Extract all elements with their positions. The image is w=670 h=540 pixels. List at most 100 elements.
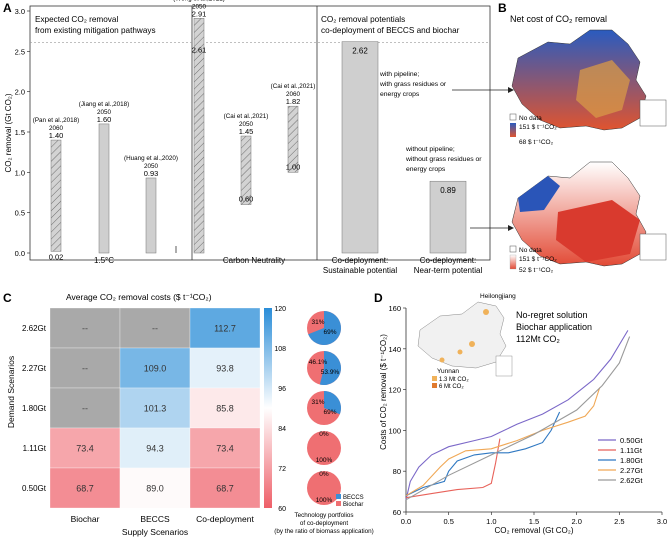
a-bar-high-label: 1.40 (49, 131, 64, 140)
d-xtick-label: 2.5 (614, 517, 624, 526)
a-bar (287, 105, 299, 173)
map-top-inset (639, 99, 667, 127)
inset-china-shape (417, 301, 507, 369)
china-map-top-east (576, 60, 630, 118)
c-pie-label-beccs: 69% (323, 409, 336, 416)
legend-nodata-top: No data (519, 115, 542, 122)
c-cell (119, 467, 191, 509)
c-cbar-tick: 96 (278, 386, 286, 393)
c-cell-value: 101.3 (144, 404, 167, 414)
d-xtick-label: 1.0 (486, 517, 496, 526)
annotation-nopipeline-3: energy crops (406, 166, 446, 173)
a-bar-source: (Cai et al.,2021) (224, 113, 269, 120)
map-with-pipeline: No data 151 $ t⁻¹CO₂ 68 $ t⁻¹CO₂ (509, 29, 667, 146)
annotation-pipeline-2: with grass residues or (379, 81, 447, 88)
legend-low-bottom: 52 $ t⁻¹CO₂ (519, 267, 554, 274)
c-cell-value: 73.4 (76, 444, 94, 454)
group-label-codeploy-1: Co-deployment: (332, 256, 388, 265)
china-map-bottom-west (518, 176, 560, 212)
d-xtick-label: 1.5 (529, 517, 539, 526)
noregret-line-1: No-regret solution (516, 310, 588, 320)
d-ytick-label: 140 (388, 345, 401, 354)
a-bar-mid-label: 2.61 (192, 45, 207, 54)
c-cbar-tick: 108 (274, 346, 286, 353)
a-bar-source: (Pan et al.,2018) (33, 117, 80, 124)
group-label-codeploy-2: Co-deployment: (420, 256, 476, 265)
map-bottom-inset (639, 233, 667, 261)
pie-caption-2: of co-deployment (300, 520, 349, 527)
a-bar-high-label: 0.93 (144, 169, 159, 178)
c-cell (119, 387, 191, 429)
c-pie-label-biochar: 31% (311, 399, 324, 406)
c-cell (119, 427, 191, 469)
a-bar-value: 0.89 (440, 186, 456, 195)
panel-c-xlabel: Supply Scenarios (122, 527, 188, 537)
panel-a: A Expected CO₂ removal from existing mit… (3, 0, 514, 275)
c-cell-value: 68.7 (76, 484, 94, 494)
c-col-label: Co-deployment (196, 514, 254, 524)
c-pie-label-biochar: 100% (316, 457, 333, 464)
a-bar-year: 2060 (49, 125, 64, 132)
c-cbar-tick: 72 (278, 466, 286, 473)
inset-legend-small: 1.3 Mt CO₂ (439, 377, 469, 383)
panel-d-inset-map: Heilongjiang Yunnan 1.3 Mt CO₂ 6 Mt CO₂ (417, 293, 516, 390)
inset-legend-large: 6 Mt CO₂ (439, 384, 464, 390)
group-label-near-term: Near-term potential (414, 266, 483, 275)
c-cell (189, 427, 261, 469)
map-without-pipeline: No data 151 $ t⁻¹CO₂ 52 $ t⁻¹CO₂ (509, 161, 667, 274)
pie-legend-biochar: Biochar (343, 502, 363, 508)
d-ytick-label: 120 (388, 386, 401, 395)
panel-label-a: A (3, 1, 12, 15)
panel-b-title: Net cost of CO₂ removal (510, 14, 607, 24)
c-cell-value: 89.0 (146, 484, 164, 494)
c-cbar-tick: 84 (278, 426, 286, 433)
pie-caption-1: Technology portfolios (294, 512, 353, 519)
c-pie-beccs (308, 311, 341, 345)
legend-nodata-swatch-top (509, 113, 517, 121)
c-pie-label-beccs: 0% (319, 471, 329, 478)
c-pie-beccs (319, 351, 341, 385)
c-cell-value: 94.3 (146, 444, 164, 454)
legend-nodata-bottom: No data (519, 247, 542, 254)
a-bar-year: 2060 (286, 91, 301, 98)
a-bar-year: 2050 (239, 121, 254, 128)
arrow-head-top (508, 87, 514, 93)
c-cell-value: 93.8 (216, 364, 234, 374)
a-bar (50, 139, 62, 252)
panel-d: D Costs of CO₂ removal ($ t⁻¹CO₂) CO₂ re… (374, 291, 667, 535)
a-ytick-label: 2.5 (15, 47, 25, 56)
panel-d-axes: 0.0 0.5 1.0 1.5 2.0 2.5 3.0 60 80 100 120 140 160 (388, 304, 667, 526)
inset-east-dot-1 (469, 341, 475, 347)
c-cell-value: -- (82, 324, 88, 334)
annotation-nopipeline-1: without pipeline; (405, 146, 455, 153)
panel-c-ylabel: Demand Scenarios (6, 356, 16, 428)
d-legend-label: 0.50Gt (620, 436, 643, 445)
panel-a-left-title-1: Expected CO₂ removal (35, 15, 118, 24)
c-cell (119, 347, 191, 389)
d-ytick-label: 80 (393, 467, 401, 476)
d-series-line (405, 438, 501, 499)
annotation-pipeline-1: with pipeline; (379, 71, 419, 78)
panel-a-ylabel: CO₂ removal (Gt CO₂) (4, 93, 13, 172)
a-ytick-label: 0.5 (15, 209, 25, 218)
pie-legend-beccs: BECCS (343, 495, 364, 501)
d-ytick-label: 100 (388, 426, 401, 435)
c-cell (49, 387, 121, 429)
a-ytick-label: 2.0 (15, 88, 25, 97)
inset-south-sea-box (495, 355, 513, 377)
a-bar-year: 2050 (97, 109, 112, 116)
d-xtick-label: 3.0 (657, 517, 667, 526)
c-cell (189, 387, 261, 429)
a-bar-high-label: 1.82 (286, 97, 301, 106)
china-map-bottom-east (556, 200, 640, 262)
group-label-1-5c: 1.5°C (94, 256, 114, 265)
c-cell (189, 467, 261, 509)
c-cell (49, 427, 121, 469)
a-ytick-label: 1.0 (15, 168, 25, 177)
legend-high-top: 151 $ t⁻¹CO₂ (519, 124, 557, 131)
a-bar-low-label: 1.00 (286, 162, 301, 171)
a-bar-low-label: 0.02 (49, 252, 64, 261)
c-pie-label-biochar: 31% (311, 319, 324, 326)
a-bar-source: (Weng et al.,2021) (173, 0, 225, 2)
